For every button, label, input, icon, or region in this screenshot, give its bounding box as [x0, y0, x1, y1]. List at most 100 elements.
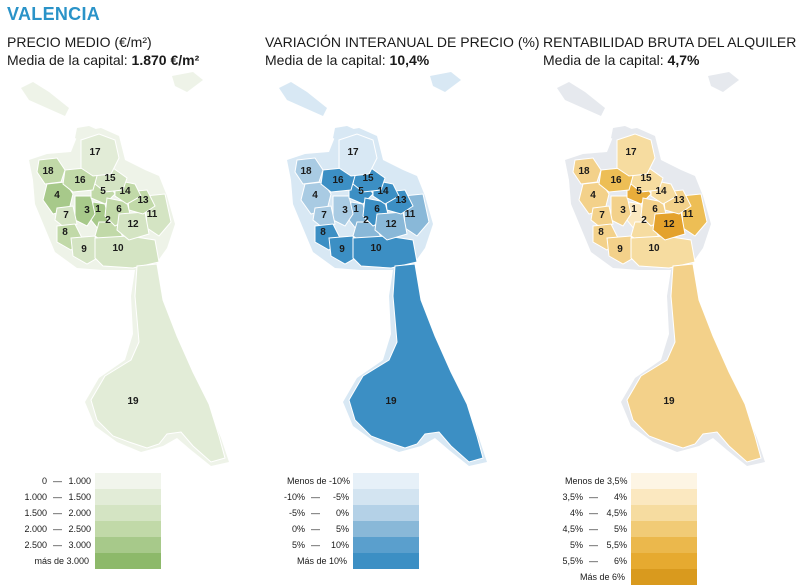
legend-to: 10% [330, 540, 349, 550]
legend-from: 4% [569, 508, 583, 518]
legend-swatch [631, 537, 697, 553]
legend-row: 4% — 4,5% [543, 505, 743, 521]
district-label-8: 8 [598, 227, 604, 238]
legend-row: -10% — -5% [265, 489, 465, 505]
outline-shape [172, 72, 203, 92]
district-label-3: 3 [84, 205, 90, 216]
legend-row: Más de 10% [265, 553, 465, 569]
legend-to: -5% [332, 492, 349, 502]
legend-from: 0 [41, 476, 47, 486]
district-label-14: 14 [377, 186, 389, 197]
legend-row: 5% — 10% [265, 537, 465, 553]
legend-to: 0% [335, 508, 349, 518]
district-label-6: 6 [374, 204, 380, 215]
legend-row: 1.500 — 2.000 [7, 505, 207, 521]
legend-label: Menos de 3,5% [565, 476, 628, 486]
legend-from: -10% [283, 492, 305, 502]
panel-title: RENTABILIDAD BRUTA DEL ALQUILER (%) [543, 34, 800, 50]
legend-dash: — [53, 508, 62, 518]
legend-dash: — [53, 524, 62, 534]
legend-row: 0% — 5% [265, 521, 465, 537]
legend-dash: — [53, 540, 62, 550]
district-9 [606, 235, 638, 265]
district-label-2: 2 [363, 215, 369, 226]
district-label-15: 15 [362, 173, 374, 184]
legend-to: 6% [613, 556, 627, 566]
panel-rentabilidad: RENTABILIDAD BRUTA DEL ALQUILER (%) Medi… [543, 0, 800, 585]
district-label-7: 7 [321, 210, 327, 221]
panel-average-value: 10,4% [389, 52, 430, 68]
district-label-10: 10 [112, 243, 124, 254]
district-label-11: 11 [683, 209, 694, 220]
legend-row: -5% — 0% [265, 505, 465, 521]
district-label-6: 6 [116, 204, 122, 215]
district-10 [94, 235, 160, 269]
outline-shape [21, 82, 69, 116]
outline-shape [708, 72, 739, 92]
legend-swatch [631, 569, 697, 585]
legend-swatch [353, 489, 419, 505]
legend-swatch [631, 473, 697, 489]
district-label-4: 4 [590, 190, 596, 201]
legend-to: 3.000 [68, 540, 91, 550]
legend-to: 5,5% [606, 540, 627, 550]
district-label-1: 1 [353, 204, 359, 215]
district-label-14: 14 [119, 186, 131, 197]
district-label-12: 12 [127, 219, 139, 230]
legend-swatch [353, 505, 419, 521]
legend-to: 2.500 [68, 524, 91, 534]
legend-from: 2.500 [24, 540, 47, 550]
district-label-4: 4 [312, 190, 318, 201]
district-label-16: 16 [610, 175, 622, 186]
legend-dash: — [311, 524, 320, 534]
legend-label: Más de 6% [579, 572, 625, 582]
district-9 [328, 235, 360, 265]
district-label-12: 12 [663, 219, 675, 230]
panel-title: VARIACIÓN INTERANUAL DE PRECIO (%) [265, 34, 540, 50]
district-label-15: 15 [104, 173, 116, 184]
legend-dash: — [589, 540, 598, 550]
legend-from: 5% [569, 540, 583, 550]
legend-row: 2.000 — 2.500 [7, 521, 207, 537]
legend-dash: — [589, 524, 598, 534]
legend-swatch [631, 489, 697, 505]
legend-row: Más de 6% [543, 569, 743, 585]
district-label-13: 13 [673, 195, 685, 206]
legend-row: Menos de -10% [265, 473, 465, 489]
district-19 [90, 263, 226, 463]
district-label-12: 12 [385, 219, 397, 230]
legend-from: 1.000 [24, 492, 47, 502]
legend-to: 4,5% [606, 508, 627, 518]
district-17 [616, 133, 656, 177]
district-label-2: 2 [105, 215, 111, 226]
panel-average-value: 4,7% [667, 52, 700, 68]
legend-swatch [353, 473, 419, 489]
district-17 [80, 133, 120, 177]
legend-dash: — [589, 556, 598, 566]
panel-title: PRECIO MEDIO (€/m²) [7, 34, 152, 50]
district-label-17: 17 [89, 147, 101, 158]
district-label-7: 7 [599, 210, 605, 221]
legend-to: 1.500 [68, 492, 91, 502]
district-label-19: 19 [663, 396, 675, 407]
district-label-5: 5 [636, 186, 642, 197]
panel-subtitle: Media de la capital: 10,4% [265, 52, 430, 68]
legend-to: 1.000 [68, 476, 91, 486]
legend-swatch [353, 553, 419, 569]
district-label-6: 6 [652, 204, 658, 215]
district-19 [348, 263, 484, 463]
panel-variacion: VARIACIÓN INTERANUAL DE PRECIO (%) Media… [265, 0, 540, 580]
district-label-13: 13 [137, 195, 149, 206]
legend-row: más de 3.000 [7, 553, 207, 569]
legend-dash: — [311, 492, 320, 502]
legend-dash: — [589, 492, 598, 502]
district-label-17: 17 [347, 147, 359, 158]
legend-from: 5,5% [562, 556, 583, 566]
district-label-5: 5 [358, 186, 364, 197]
district-label-13: 13 [395, 195, 407, 206]
legend-row: Menos de 3,5% [543, 473, 743, 489]
district-label-8: 8 [62, 227, 68, 238]
legend-from: 1.500 [24, 508, 47, 518]
